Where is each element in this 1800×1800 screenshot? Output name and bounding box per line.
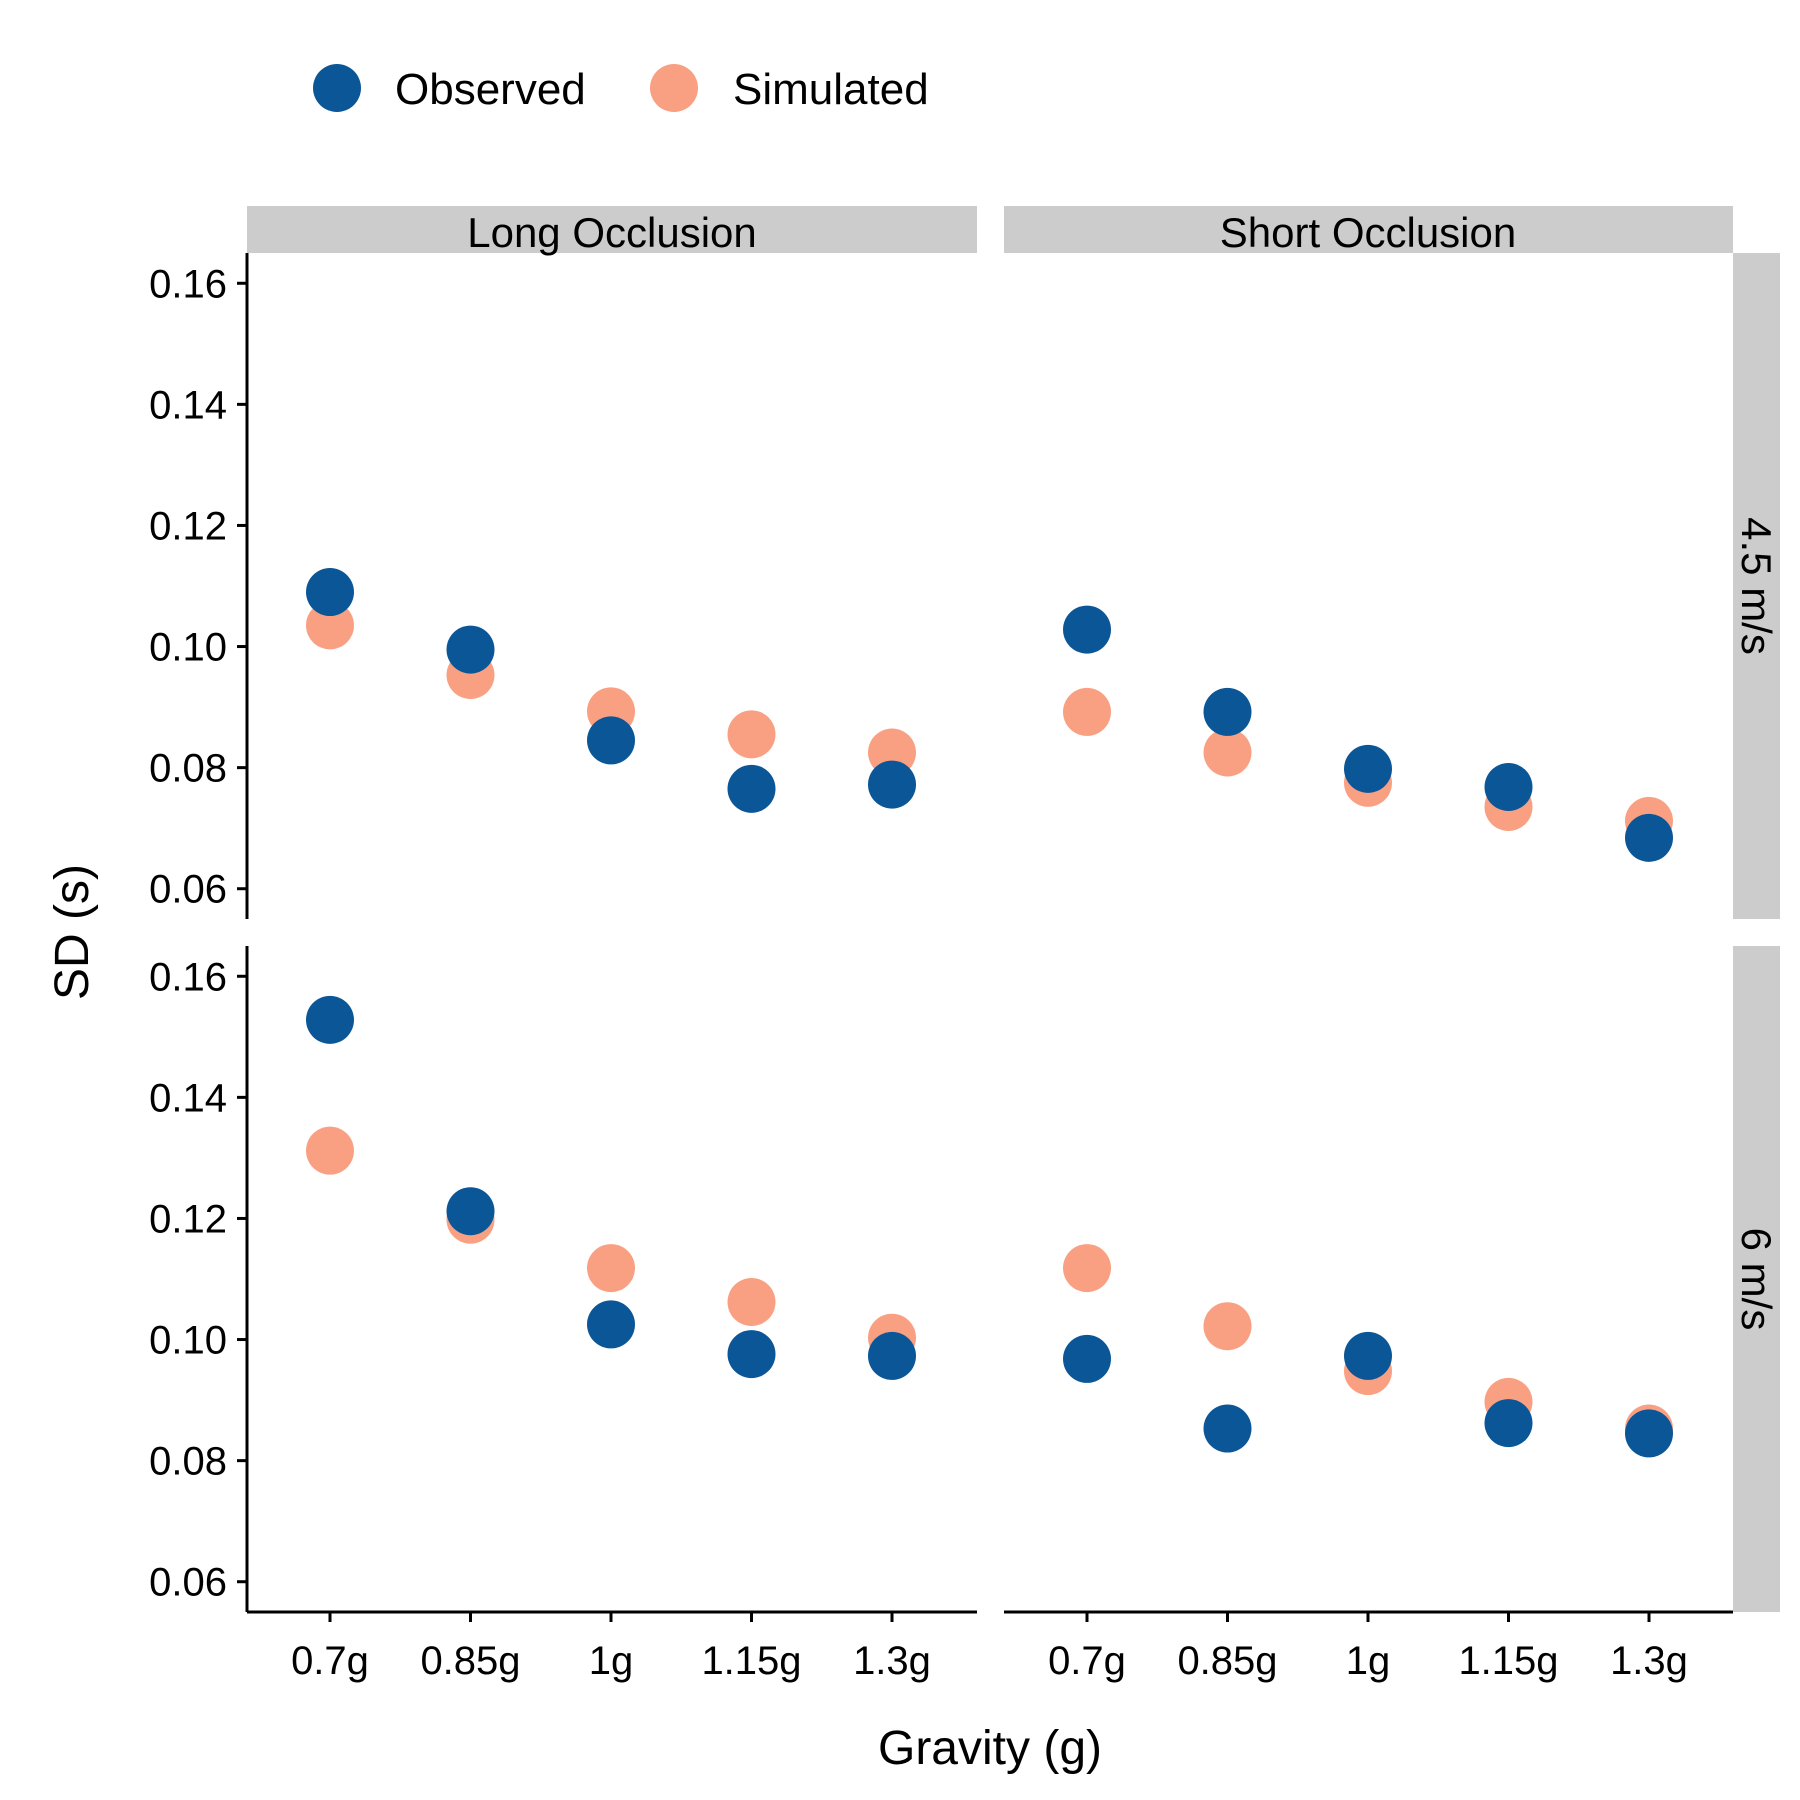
column-strip-short-occlusion: Short Occlusion <box>1004 206 1733 256</box>
point-observed <box>1203 687 1252 736</box>
panel-long-occlusion-4-5-m-s <box>306 568 916 813</box>
column-strip-long-occlusion: Long Occlusion <box>247 206 977 256</box>
legend-key-observed <box>313 64 361 112</box>
strip-background <box>1004 206 1733 253</box>
point-observed <box>446 1187 495 1236</box>
row-strip-4-5-ms: 4.5 m/s <box>1733 253 1780 919</box>
point-observed <box>306 568 354 617</box>
y-tick-label: 0.14 <box>149 383 227 427</box>
point-observed <box>1625 813 1673 862</box>
point-simulated <box>306 601 354 650</box>
y-tick-label: 0.12 <box>149 1197 227 1241</box>
point-simulated <box>1203 1302 1252 1351</box>
point-observed <box>1063 1334 1111 1383</box>
y-tick-label: 0.06 <box>149 868 227 912</box>
point-simulated <box>1063 1244 1111 1293</box>
strip-label-4-5-ms: 4.5 m/s <box>1733 517 1780 655</box>
y-tick-label: 0.10 <box>149 1319 227 1363</box>
point-observed <box>868 760 916 809</box>
y-tick-label: 0.14 <box>149 1076 227 1120</box>
point-simulated <box>727 1278 776 1327</box>
point-observed <box>727 764 776 813</box>
point-observed <box>1063 605 1111 654</box>
legend-key-simulated <box>650 64 698 112</box>
x-tick-label: 0.85g <box>1177 1639 1277 1683</box>
y-tick-label: 0.08 <box>149 747 227 791</box>
point-simulated <box>1203 728 1252 777</box>
point-observed <box>1203 1404 1252 1453</box>
x-tick-label: 1g <box>1346 1639 1391 1683</box>
x-tick-label: 0.7g <box>291 1639 369 1683</box>
point-observed <box>1484 1399 1533 1448</box>
point-observed <box>1625 1409 1673 1458</box>
y-tick-label: 0.12 <box>149 504 227 548</box>
panels: 0.06 0.08 0.10 0.12 0.14 0.16 0.06 0.08 0.10 0.12… <box>149 253 1733 1683</box>
point-simulated <box>727 710 776 759</box>
y-tick-label: 0.10 <box>149 626 227 670</box>
y-tick-label: 0.16 <box>149 262 227 306</box>
x-tick-label: 1.3g <box>853 1639 931 1683</box>
legend: Observed Simulated <box>313 64 929 114</box>
strip-background <box>247 206 977 253</box>
strip-label-6-ms: 6 m/s <box>1733 1228 1780 1331</box>
point-simulated <box>306 1126 354 1175</box>
y-axis-row-1: 0.06 0.08 0.10 0.12 0.14 0.16 <box>149 253 249 919</box>
x-axis-title: Gravity (g) <box>878 1722 1102 1775</box>
point-observed <box>1344 744 1392 793</box>
x-tick-label: 1g <box>589 1639 634 1683</box>
point-observed <box>587 1300 635 1349</box>
point-observed <box>868 1331 916 1380</box>
panel-long-occlusion-6-m-s <box>306 995 916 1380</box>
point-observed <box>1344 1331 1392 1380</box>
point-observed <box>446 625 495 674</box>
point-observed <box>1484 763 1533 812</box>
point-observed <box>727 1330 776 1379</box>
y-axis-row-2: 0.06 0.08 0.10 0.12 0.14 0.16 <box>149 946 249 1612</box>
x-axis-long-occlusion: 0.7g 0.85g 1g 1.15g 1.3g <box>247 1610 977 1683</box>
strip-background <box>1733 946 1780 1612</box>
x-axis-short-occlusion: 0.7g 0.85g 1g 1.15g 1.3g <box>1004 1610 1733 1683</box>
y-tick-label: 0.08 <box>149 1440 227 1484</box>
panel-short-occlusion-4-5-m-s <box>1063 605 1673 862</box>
strip-background <box>1733 253 1780 919</box>
x-tick-label: 0.7g <box>1048 1639 1126 1683</box>
row-strip-6-ms: 6 m/s <box>1733 946 1780 1612</box>
strip-label-short-occlusion: Short Occlusion <box>1220 209 1516 256</box>
panel-short-occlusion-6-m-s <box>1063 1244 1673 1458</box>
y-axis-title: SD (s) <box>46 864 99 1000</box>
point-observed <box>587 716 635 765</box>
legend-label-simulated: Simulated <box>733 65 929 114</box>
x-tick-label: 1.3g <box>1610 1639 1688 1683</box>
legend-label-observed: Observed <box>395 65 586 114</box>
x-tick-label: 0.85g <box>420 1639 520 1683</box>
point-simulated <box>587 1244 635 1293</box>
x-tick-label: 1.15g <box>701 1639 801 1683</box>
point-observed <box>306 995 354 1044</box>
x-tick-label: 1.15g <box>1458 1639 1558 1683</box>
strip-label-long-occlusion: Long Occlusion <box>467 209 757 256</box>
point-simulated <box>1063 687 1111 736</box>
y-tick-label: 0.16 <box>149 955 227 999</box>
y-tick-label: 0.06 <box>149 1561 227 1605</box>
